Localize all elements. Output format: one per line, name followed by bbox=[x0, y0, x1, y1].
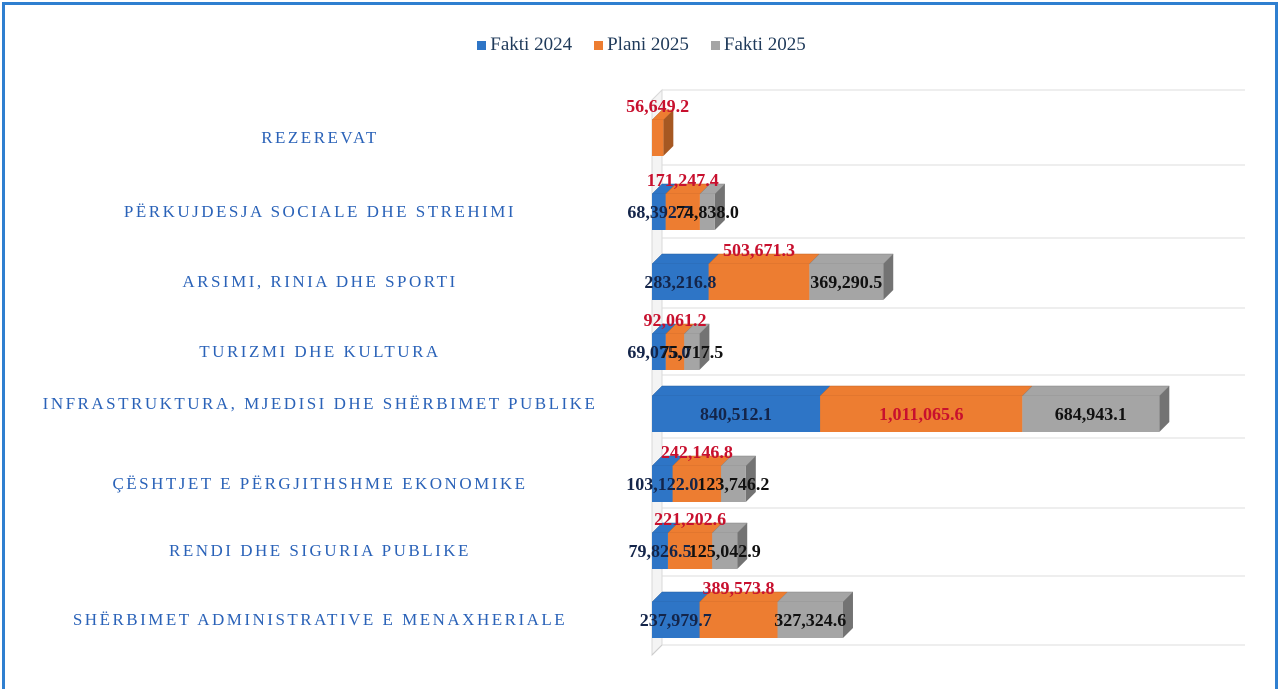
value-label: 1,011,065.6 bbox=[879, 404, 964, 424]
bar bbox=[712, 533, 738, 569]
category-label: TURIZMI DHE KULTURA bbox=[199, 342, 441, 361]
value-label: 75,717.5 bbox=[660, 342, 723, 362]
legend-item: Fakti 2024 bbox=[477, 34, 572, 56]
value-label: 79,826.5 bbox=[628, 541, 691, 561]
bar bbox=[699, 194, 715, 230]
value-label: 369,290.5 bbox=[810, 272, 882, 292]
value-label: 389,573.8 bbox=[703, 578, 775, 598]
bar bbox=[665, 194, 700, 230]
category-label: INFRASTRUKTURA, MJEDISI DHE SHËRBIMET PU… bbox=[42, 394, 598, 413]
bar bbox=[652, 466, 673, 502]
legend-label: Fakti 2025 bbox=[723, 34, 806, 55]
bar-top bbox=[808, 253, 894, 265]
bar-side bbox=[1159, 386, 1170, 432]
value-label: 123,746.2 bbox=[697, 474, 769, 494]
bar bbox=[652, 533, 668, 569]
value-label: 103,122.0 bbox=[626, 474, 698, 494]
bar bbox=[652, 264, 709, 300]
legend-label: Plani 2025 bbox=[607, 34, 689, 55]
legend-label: Fakti 2024 bbox=[490, 34, 573, 55]
legend-swatch bbox=[594, 40, 604, 50]
value-label: 74,838.0 bbox=[676, 202, 739, 222]
value-label: 503,671.3 bbox=[723, 240, 795, 260]
value-label: 125,042.9 bbox=[689, 541, 761, 561]
bar-side bbox=[883, 254, 894, 300]
bar bbox=[684, 334, 700, 370]
value-label: 327,324.6 bbox=[774, 610, 846, 630]
value-label: 92,061.2 bbox=[644, 310, 707, 330]
bar bbox=[652, 120, 664, 156]
bar-top bbox=[1021, 385, 1170, 397]
bar bbox=[777, 602, 843, 638]
bar bbox=[708, 264, 810, 300]
bar-top bbox=[651, 253, 720, 265]
bar bbox=[699, 602, 778, 638]
bar bbox=[672, 466, 722, 502]
value-label: 237,979.7 bbox=[640, 610, 712, 630]
bar-side bbox=[745, 456, 756, 502]
value-label: 69,075.0 bbox=[627, 342, 690, 362]
bar bbox=[721, 466, 746, 502]
category-label: RENDI DHE SIGURIA PUBLIKE bbox=[169, 541, 471, 560]
bar bbox=[652, 396, 821, 432]
bar-side bbox=[663, 110, 674, 156]
legend-item: Plani 2025 bbox=[594, 34, 689, 56]
legend-swatch bbox=[477, 40, 487, 50]
bar bbox=[820, 396, 1023, 432]
value-label: 684,943.1 bbox=[1055, 404, 1127, 424]
bar-top bbox=[819, 385, 1033, 397]
legend-swatch bbox=[710, 40, 720, 50]
value-label: 171,247.4 bbox=[647, 170, 719, 190]
legend-item: Fakti 2025 bbox=[710, 34, 806, 56]
value-label: 283,216.8 bbox=[644, 272, 716, 292]
bar-side bbox=[714, 184, 725, 230]
category-label: PËRKUJDESJA SOCIALE DHE STREHIMI bbox=[123, 202, 517, 221]
value-label: 840,512.1 bbox=[700, 404, 772, 424]
bar bbox=[1022, 396, 1160, 432]
bar-top bbox=[776, 591, 854, 603]
bar bbox=[809, 264, 884, 300]
bar-side bbox=[699, 324, 710, 370]
bar bbox=[652, 334, 666, 370]
bar-side bbox=[842, 592, 853, 638]
legend: Fakti 2024 Plani 2025 Fakti 2025 bbox=[0, 34, 1283, 56]
floor-line bbox=[651, 644, 663, 656]
category-label: ÇËSHTJET E PËRGJITHSHME EKONOMIKE bbox=[112, 474, 528, 493]
bar bbox=[667, 533, 713, 569]
category-label: SHËRBIMET ADMINISTRATIVE E MENAXHERIALE bbox=[72, 610, 568, 629]
value-label: 242,146.8 bbox=[661, 442, 733, 462]
value-label: 221,202.6 bbox=[654, 509, 726, 529]
bar bbox=[652, 194, 666, 230]
category-label: REZEREVAT bbox=[261, 128, 379, 147]
bar-side bbox=[737, 523, 748, 569]
bar-top bbox=[651, 385, 831, 397]
bar bbox=[652, 602, 700, 638]
value-label: 68,392.7 bbox=[627, 202, 690, 222]
category-label: ARSIMI, RINIA DHE SPORTI bbox=[182, 272, 458, 291]
value-label: 56,649.2 bbox=[626, 96, 689, 116]
bar bbox=[665, 334, 685, 370]
